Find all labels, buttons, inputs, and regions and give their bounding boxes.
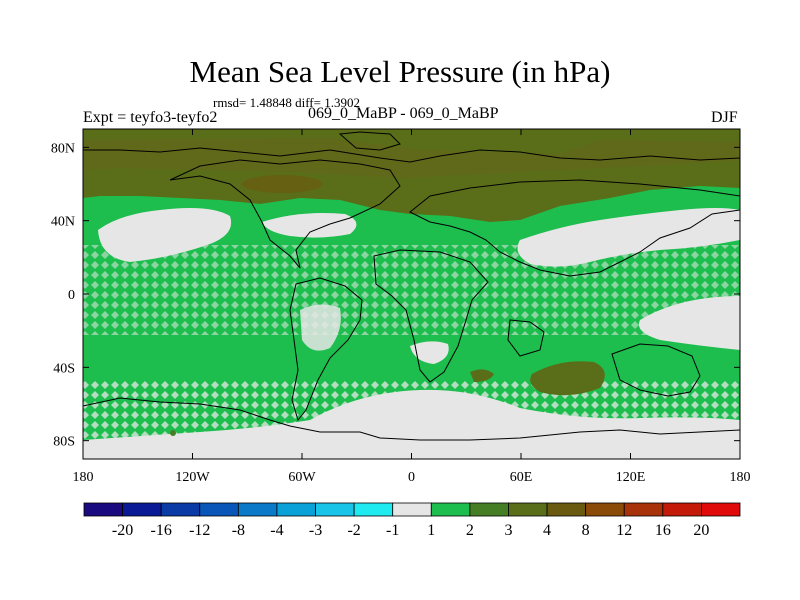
colorbar-swatch xyxy=(546,502,587,517)
colorbar-swatch xyxy=(315,502,355,517)
colorbar-label: -12 xyxy=(189,522,210,539)
marker-dot xyxy=(170,430,176,436)
stats-label: rmsd= 1.48848 diff= 1.3902 xyxy=(213,95,360,110)
y-tick-label: 40N xyxy=(51,215,75,230)
colorbar-swatch xyxy=(392,502,432,517)
colorbar-swatch xyxy=(430,502,471,517)
runs-label: 069_0_MaBP - 069_0_MaBP xyxy=(308,105,499,122)
y-tick-label: 0 xyxy=(68,288,75,303)
north-pacific-low-change xyxy=(98,208,232,262)
indian-ocean-high xyxy=(530,361,605,396)
colorbar-label: 2 xyxy=(466,522,474,539)
x-tick-label: 120W xyxy=(175,470,210,485)
colorbar-label: 1 xyxy=(427,522,435,539)
colorbar-swatch xyxy=(585,502,625,517)
africa-low-change xyxy=(410,341,449,364)
colorbar-label: 3 xyxy=(504,522,512,539)
x-tick-label: 0 xyxy=(408,470,415,485)
colorbar-label: 12 xyxy=(616,522,632,539)
colorbar-swatch xyxy=(469,502,509,517)
colorbar-swatch xyxy=(508,502,548,517)
colorbar-swatch xyxy=(623,502,664,517)
pacific-low-change xyxy=(638,296,740,350)
map-field xyxy=(83,129,740,459)
asia-low-change xyxy=(517,208,740,267)
colorbar-label: -3 xyxy=(309,522,322,539)
colorbar-label: 20 xyxy=(693,522,709,539)
colorbar-swatch xyxy=(662,502,702,517)
colorbar-swatch xyxy=(83,502,123,517)
southern-africa-high xyxy=(470,369,494,382)
colorbar-swatch xyxy=(353,502,394,517)
colorbar-label: 8 xyxy=(582,522,590,539)
colorbar-swatch xyxy=(122,502,162,517)
colorbar: -20 -16 -12 -8 -4 -3 -2 -1 1 2 3 4 8 12 16 20 xyxy=(83,502,741,539)
tropical-speckle xyxy=(83,245,740,335)
siberian-max xyxy=(242,175,322,193)
colorbar-swatch xyxy=(276,502,316,517)
experiment-label: Expt = teyfo3-teyfo2 xyxy=(83,109,218,126)
y-tick-label: 40S xyxy=(53,361,75,376)
x-tick-label: 180 xyxy=(73,470,94,485)
chart-title: Mean Sea Level Pressure (in hPa) xyxy=(189,54,611,89)
colorbar-swatch xyxy=(701,502,741,517)
southern-ocean-low-change xyxy=(83,389,740,459)
colorbar-swatch xyxy=(199,502,239,517)
north-atlantic-low-change xyxy=(262,213,357,238)
x-tick-label: 180 xyxy=(730,470,751,485)
colorbar-label: -16 xyxy=(151,522,172,539)
colorbar-label: -2 xyxy=(347,522,360,539)
colorbar-label: -20 xyxy=(112,522,133,539)
colorbar-label: 16 xyxy=(655,522,671,539)
colorbar-label: -8 xyxy=(232,522,245,539)
y-tick-label: 80N xyxy=(51,141,75,156)
colorbar-swatch xyxy=(237,502,278,517)
x-tick-label: 60E xyxy=(510,470,533,485)
season-label: DJF xyxy=(711,109,738,126)
y-tick-label: 80S xyxy=(53,435,75,450)
map-axes: 180 120W 60W 0 60E 120E 180 80N 40N 0 40S 80S xyxy=(51,129,751,485)
arctic-core xyxy=(83,138,740,178)
x-tick-label: 120E xyxy=(616,470,646,485)
colorbar-label: 4 xyxy=(543,522,551,539)
colorbar-label: -4 xyxy=(270,522,283,539)
colorbar-label: -1 xyxy=(386,522,399,539)
x-tick-label: 60W xyxy=(288,470,316,485)
coastlines xyxy=(83,131,740,441)
amazon-low-change xyxy=(300,304,341,351)
colorbar-swatch xyxy=(160,502,201,517)
